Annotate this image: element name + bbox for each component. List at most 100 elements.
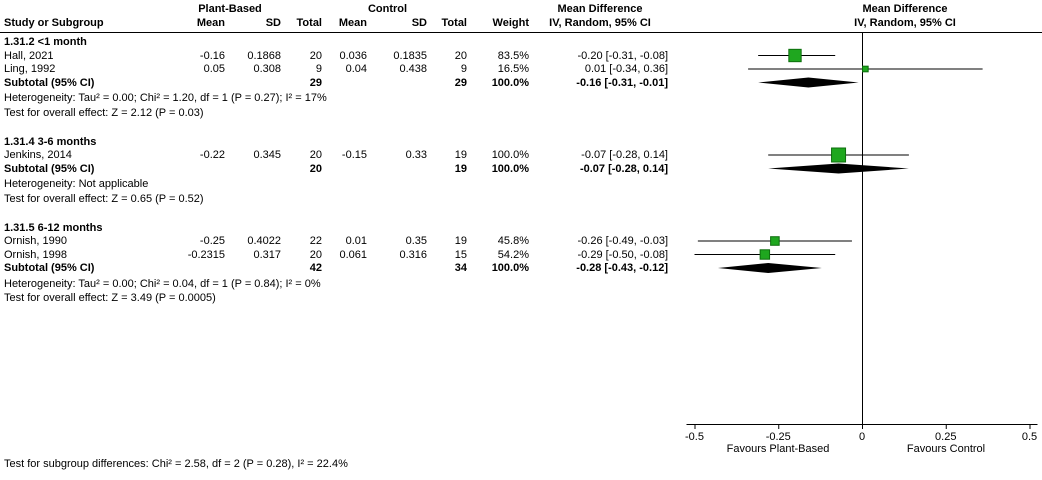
subtotal-row: Subtotal (95% CI) 29 29 100.0% -0.16 [-0.31,… [0, 77, 1042, 90]
ci-text: 0.01 [-0.34, 0.36] [584, 63, 668, 75]
mean-control: 0.036 [339, 49, 367, 62]
subgroup-title: 1.31.4 3-6 months [4, 135, 97, 148]
total1-column-header: Total [296, 17, 322, 29]
mean-control: -0.15 [341, 149, 367, 161]
sd-control: 0.438 [399, 63, 427, 75]
sd1-column-header: SD [265, 17, 281, 29]
axis-tick-label: -0.5 [685, 431, 704, 443]
subtotal-label: Subtotal (95% CI) [4, 262, 95, 274]
mean-control: 0.061 [339, 248, 367, 261]
overall-effect-row: Test for overall effect: Z = 3.49 (P = 0… [0, 292, 1042, 305]
heterogeneity-row: Heterogeneity: Not applicable [0, 178, 1042, 191]
total-control: 19 [454, 149, 467, 161]
total2-column-header: Total [441, 17, 467, 29]
study-row: Jenkins, 2014 -0.22 0.345 20 -0.15 0.33 19 100.… [0, 149, 1042, 162]
sd-control: 0.33 [405, 149, 427, 161]
favours-right-label: Favours Control [906, 443, 986, 455]
subtotal-total-treatment: 42 [309, 262, 322, 274]
subtotal-row: Subtotal (95% CI) 42 34 100.0% -0.28 [-0.43,… [0, 262, 1042, 275]
subgroup-title-row: 1.31.2 <1 month [0, 36, 1042, 49]
subtotal-label: Subtotal (95% CI) [4, 76, 95, 89]
mean-treatment: 0.05 [203, 63, 225, 75]
mean1-column-header: Mean [196, 17, 225, 29]
weight-value: 16.5% [497, 63, 529, 75]
overall-effect-text: Test for overall effect: Z = 3.49 (P = 0… [4, 292, 216, 304]
subgroup-title: 1.31.5 6-12 months [4, 221, 103, 234]
ci-text: -0.29 [-0.50, -0.08] [577, 248, 669, 261]
mean-difference-header-left: Mean Difference [557, 3, 643, 15]
study-row: Ornish, 1998 -0.2315 0.317 20 0.061 0.316 15 54… [0, 249, 1042, 262]
sd-control: 0.35 [405, 235, 427, 247]
overall-effect-text: Test for overall effect: Z = 0.65 (P = 0… [4, 192, 204, 205]
mean-difference-header-right: Mean Difference [862, 3, 948, 15]
subgroup-differences-text: Test for subgroup differences: Chi² = 2.… [4, 458, 348, 470]
axis-tick-label: 0.5 [1022, 431, 1037, 443]
total-control: 9 [460, 63, 467, 75]
sd-treatment: 0.308 [253, 63, 281, 75]
subtotal-ci-text: -0.28 [-0.43, -0.12] [576, 262, 668, 274]
subtotal-weight: 100.0% [491, 262, 529, 274]
mean-control: 0.01 [345, 235, 367, 247]
weight-value: 54.2% [497, 248, 529, 261]
sd-treatment: 0.4022 [247, 235, 281, 247]
study-name: Hall, 2021 [4, 49, 54, 62]
ci-text: -0.20 [-0.31, -0.08] [577, 49, 669, 62]
axis-tick-label: -0.25 [766, 431, 791, 443]
study-name: Jenkins, 2014 [4, 149, 72, 161]
subtotal-total-treatment: 29 [309, 76, 322, 89]
ci-text: -0.26 [-0.49, -0.03] [577, 235, 669, 247]
subtotal-row: Subtotal (95% CI) 20 19 100.0% -0.07 [-0.28,… [0, 163, 1042, 176]
group2-header: Control [367, 3, 408, 15]
total-control: 20 [454, 49, 467, 62]
subtotal-ci-text: -0.07 [-0.28, 0.14] [579, 162, 668, 175]
study-row: Ling, 1992 0.05 0.308 9 0.04 0.438 9 16.5% 0.01 … [0, 63, 1042, 76]
mean2-column-header: Mean [338, 17, 367, 29]
heterogeneity-text: Heterogeneity: Not applicable [4, 178, 149, 190]
subgroup-title-row: 1.31.4 3-6 months [0, 136, 1042, 149]
subtotal-label: Subtotal (95% CI) [4, 162, 95, 175]
axis-tick-label: 0.25 [935, 431, 956, 443]
overall-effect-row: Test for overall effect: Z = 0.65 (P = 0… [0, 193, 1042, 206]
subtotal-weight: 100.0% [491, 162, 529, 175]
study-column-header: Study or Subgroup [4, 17, 104, 29]
total-control: 15 [454, 248, 467, 261]
total-treatment: 9 [315, 63, 322, 75]
sd-treatment: 0.317 [253, 248, 281, 261]
sd-control: 0.316 [399, 248, 427, 261]
heterogeneity-text: Heterogeneity: Tau² = 0.00; Chi² = 1.20,… [4, 92, 327, 104]
study-name: Ornish, 1998 [4, 248, 67, 261]
subtotal-ci-text: -0.16 [-0.31, -0.01] [576, 76, 668, 89]
study-row: Hall, 2021 -0.16 0.1868 20 0.036 0.1835 20 83.5… [0, 50, 1042, 63]
subtotal-total-control: 29 [454, 76, 467, 89]
heterogeneity-row: Heterogeneity: Tau² = 0.00; Chi² = 0.04,… [0, 278, 1042, 291]
sd-treatment: 0.1868 [247, 49, 281, 62]
mean-treatment: -0.22 [199, 149, 225, 161]
total-treatment: 22 [309, 235, 322, 247]
total-treatment: 20 [309, 49, 322, 62]
subgroup-title: 1.31.2 <1 month [4, 36, 87, 48]
weight-value: 83.5% [497, 49, 529, 62]
weight-value: 100.0% [491, 149, 529, 161]
heterogeneity-row: Heterogeneity: Tau² = 0.00; Chi² = 1.20,… [0, 92, 1042, 105]
subgroup-title-row: 1.31.5 6-12 months [0, 222, 1042, 235]
subtotal-total-control: 19 [454, 162, 467, 175]
total-control: 19 [454, 235, 467, 247]
ci-text: -0.07 [-0.28, 0.14] [581, 149, 668, 161]
mean-treatment: -0.25 [199, 235, 225, 247]
sd2-column-header: SD [411, 17, 427, 29]
mean-treatment: -0.16 [199, 49, 225, 62]
overall-effect-row: Test for overall effect: Z = 2.12 (P = 0… [0, 107, 1042, 120]
total-treatment: 20 [309, 248, 322, 261]
study-name: Ling, 1992 [4, 63, 56, 75]
study-row: Ornish, 1990 -0.25 0.4022 22 0.01 0.35 19 45.8%… [0, 235, 1042, 248]
study-name: Ornish, 1990 [4, 235, 67, 247]
ci-method-header-right: IV, Random, 95% CI [854, 17, 956, 29]
sd-treatment: 0.345 [253, 149, 281, 161]
total-treatment: 20 [309, 149, 322, 161]
favours-left-label: Favours Plant-Based [726, 443, 830, 455]
axis-tick-label: 0 [859, 431, 865, 443]
overall-effect-text: Test for overall effect: Z = 2.12 (P = 0… [4, 106, 204, 119]
mean-control: 0.04 [345, 63, 367, 75]
group1-header: Plant-Based [198, 3, 262, 15]
